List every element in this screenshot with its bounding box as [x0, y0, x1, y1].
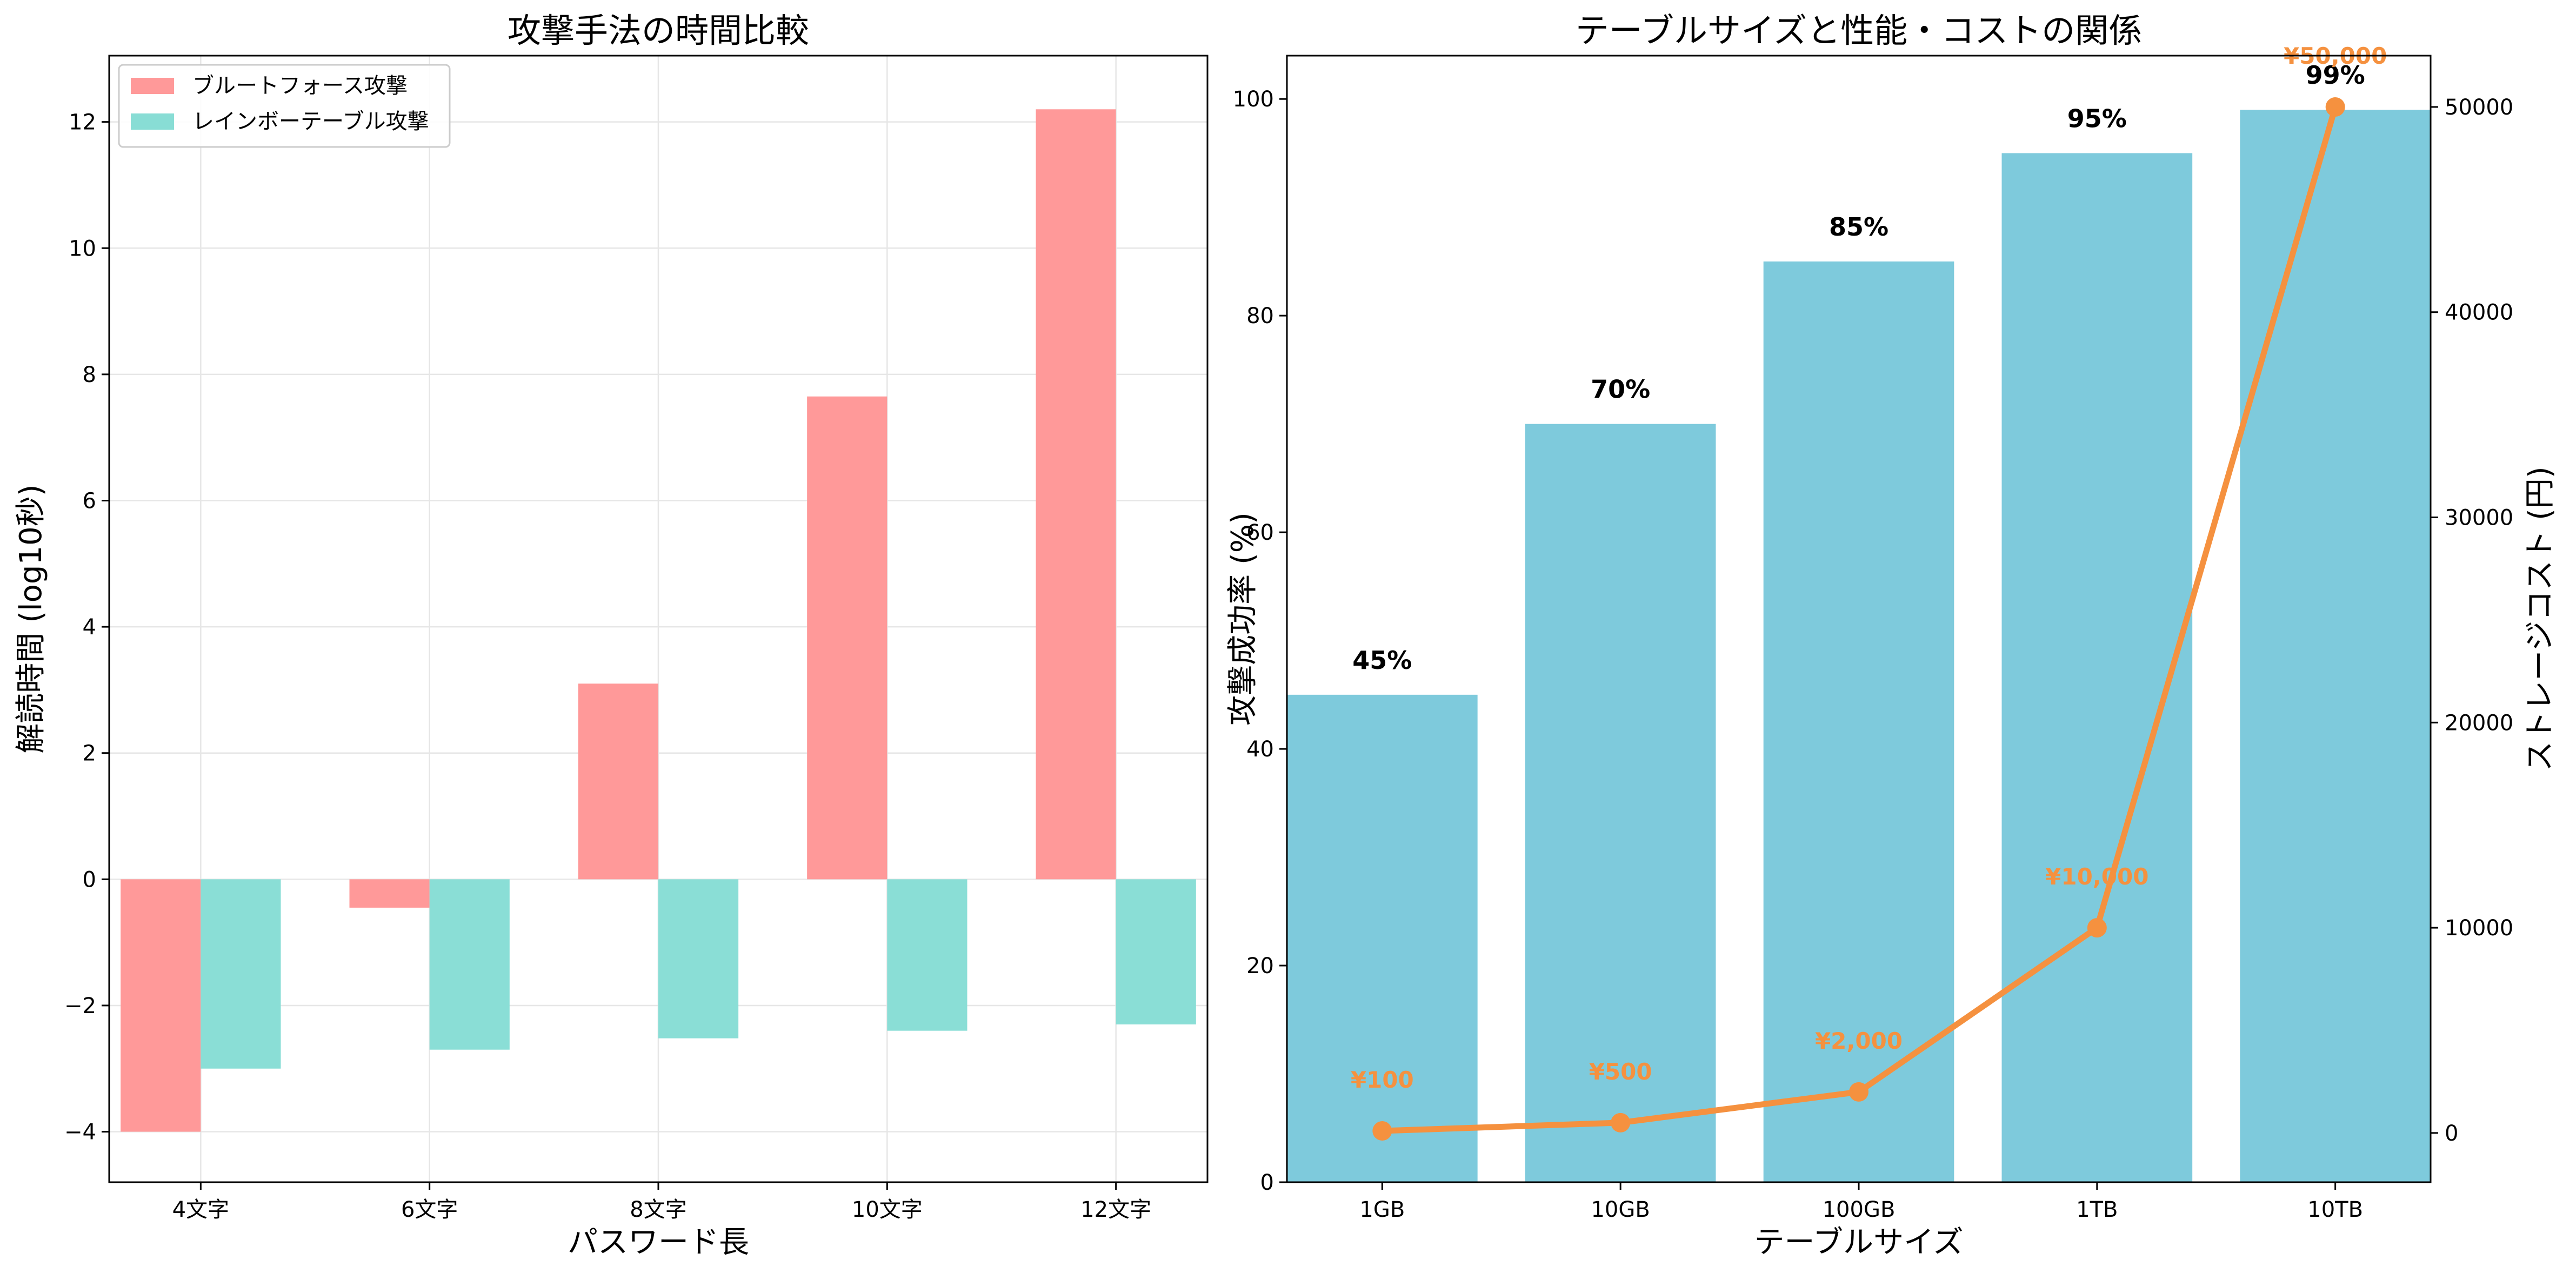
left-x-axis-label: パスワード長 [568, 1225, 749, 1260]
left-x-tick-label: 4文字 [172, 1197, 229, 1222]
legend-label-brute-force: ブルートフォース攻撃 [192, 73, 408, 98]
success-rate-label: 95% [2067, 104, 2127, 133]
right-x-tick-label: 100GB [1823, 1197, 1896, 1222]
right-left-y-axis-label: 攻撃成功率 (%) [1225, 512, 1260, 726]
legend-box [118, 64, 451, 148]
left-x-tick-label: 6文字 [401, 1197, 458, 1222]
right-left-y-ticks: 0 20 40 60 80 100 [1233, 87, 1287, 1195]
cost-point [2325, 97, 2345, 117]
left-x-tick-label: 10文字 [852, 1197, 923, 1222]
success-rate-label: 45% [1352, 646, 1412, 675]
right-x-axis-label: テーブルサイズ [1754, 1225, 1964, 1260]
right-success-rate-labels: 45% 70% 85% 95% 99% [1352, 61, 2365, 675]
left-y-axis-label: 解読時間 (log10秒) [14, 484, 49, 753]
cost-point [2087, 918, 2107, 938]
success-rate-bar [1525, 424, 1716, 1182]
success-rate-label: 70% [1591, 375, 1650, 404]
cost-label: ¥2,000 [1815, 1028, 1903, 1054]
right-right-y-tick-label: 0 [2445, 1121, 2458, 1146]
success-rate-label: 99% [2306, 61, 2365, 90]
chart-table-size-performance-cost: 45%70%85%95%99% ¥100 ¥500¥2,000¥10,000¥50… [1225, 11, 2558, 1260]
success-rate-bar [2001, 153, 2193, 1183]
right-x-tick-label: 1TB [2076, 1197, 2118, 1222]
left-y-tick-label: −4 [64, 1120, 96, 1145]
left-y-tick-label: 4 [83, 615, 96, 640]
success-rate-bar [1287, 694, 1478, 1182]
left-y-ticks: −4 −2 0 2 4 6 8 10 12 [64, 110, 109, 1145]
cost-points [1372, 97, 2345, 1141]
chart-attack-time-comparison: −4 −2 0 2 4 6 8 10 12 4文字 6文字 8文字 10文字 12文字 攻撃手法の時間比… [14, 11, 1209, 1260]
left-y-tick-label: 2 [83, 741, 96, 766]
left-legend: ブルートフォース攻撃 レインボーテーブル攻撃 [118, 64, 451, 148]
rainbow-table-bar [658, 879, 739, 1038]
left-y-tick-label: 0 [83, 867, 96, 892]
right-left-y-tick-label: 40 [1246, 737, 1274, 762]
left-x-tick-label: 12文字 [1080, 1197, 1151, 1222]
left-y-tick-label: 8 [83, 363, 96, 387]
legend-swatch-rainbow-table [131, 113, 174, 130]
right-left-y-tick-label: 60 [1246, 520, 1274, 545]
right-left-y-tick-label: 80 [1246, 304, 1274, 329]
cost-point [1849, 1082, 1868, 1102]
right-right-y-ticks: 0 10000 20000 30000 40000 50000 [2431, 95, 2513, 1146]
right-x-tick-label: 1GB [1359, 1197, 1405, 1222]
left-x-ticks: 4文字 6文字 8文字 10文字 12文字 [172, 1182, 1151, 1222]
brute-force-bar [578, 683, 658, 880]
rainbow-table-bar [429, 879, 510, 1050]
cost-label: ¥500 [1589, 1058, 1652, 1085]
success-rate-bar [2240, 110, 2431, 1183]
right-x-tick-label: 10GB [1591, 1197, 1650, 1222]
success-rate-label: 85% [1829, 212, 1888, 242]
right-right-y-tick-label: 30000 [2445, 506, 2513, 531]
left-y-tick-label: −2 [64, 994, 96, 1018]
brute-force-bar [349, 879, 430, 908]
left-y-tick-label: 12 [69, 110, 96, 135]
right-left-y-tick-label: 0 [1260, 1170, 1274, 1195]
cost-label: ¥100 [1351, 1067, 1414, 1093]
brute-force-bar [121, 879, 201, 1132]
left-x-tick-label: 8文字 [630, 1197, 686, 1222]
cost-label: ¥10,000 [2045, 863, 2148, 890]
rainbow-table-bar [1116, 879, 1196, 1024]
legend-label-rainbow-table: レインボーテーブル攻撃 [192, 109, 429, 134]
left-y-tick-label: 10 [69, 236, 96, 261]
success-rate-bar [1763, 261, 1954, 1182]
right-left-y-tick-label: 20 [1246, 954, 1274, 979]
right-x-tick-label: 10TB [2307, 1197, 2363, 1222]
left-chart-title: 攻撃手法の時間比較 [508, 11, 809, 50]
right-right-y-tick-label: 50000 [2445, 95, 2513, 120]
right-success-rate-bars [1287, 110, 2431, 1183]
right-x-ticks: 1GB 10GB 100GB 1TB 10TB [1359, 1182, 2363, 1222]
right-right-y-axis-label: ストレージコスト (円) [2522, 466, 2558, 771]
legend-swatch-brute-force [131, 78, 174, 94]
brute-force-bar [807, 396, 887, 880]
left-y-tick-label: 6 [83, 488, 96, 513]
right-right-y-tick-label: 40000 [2445, 300, 2513, 325]
right-right-y-tick-label: 20000 [2445, 711, 2513, 735]
cost-point [1372, 1121, 1392, 1141]
left-bars [121, 109, 1196, 1132]
right-chart-title: テーブルサイズと性能・コストの関係 [1576, 11, 2142, 50]
cost-point [1611, 1113, 1631, 1132]
right-left-y-tick-label: 100 [1233, 87, 1274, 112]
rainbow-table-bar [201, 879, 281, 1069]
right-right-y-tick-label: 10000 [2445, 916, 2513, 941]
rainbow-table-bar [887, 879, 967, 1031]
brute-force-bar [1036, 109, 1116, 880]
